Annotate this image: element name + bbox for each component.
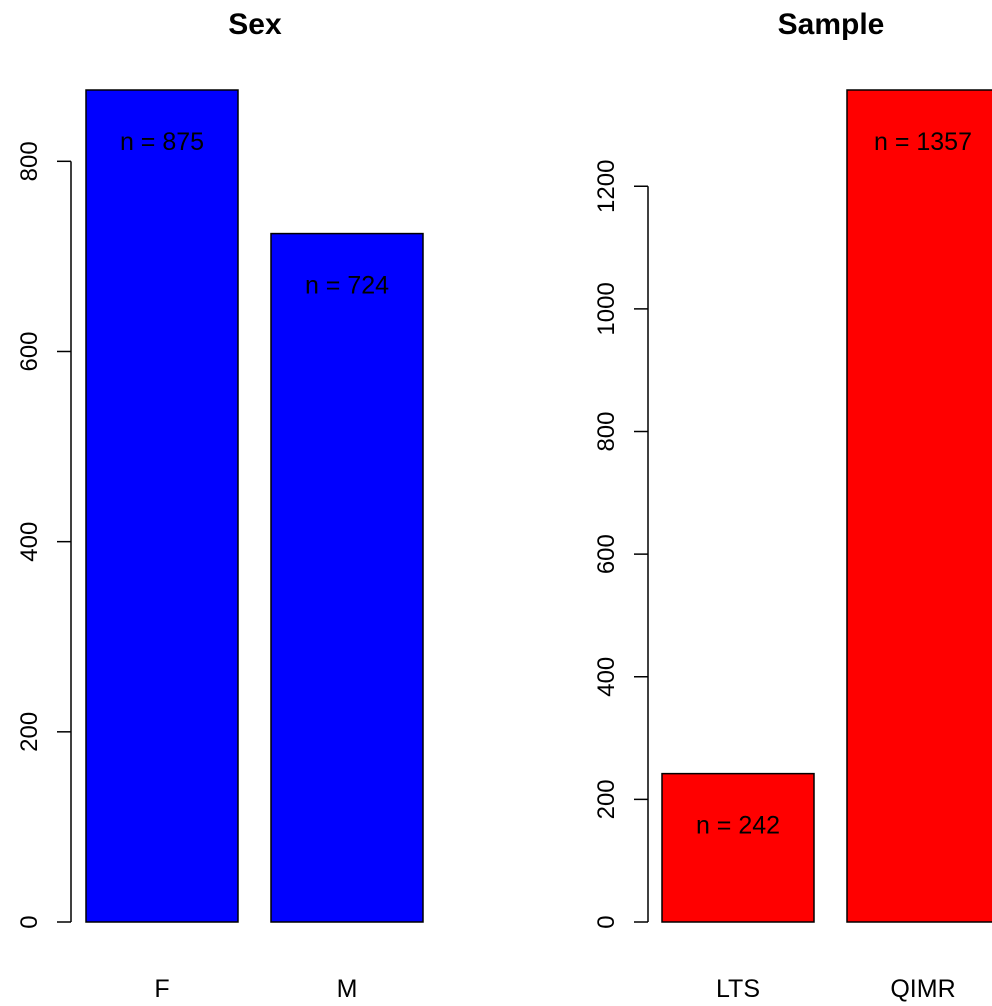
data-label: n = 242 <box>696 812 780 840</box>
category-label: LTS <box>716 975 760 1003</box>
y-tick-label: 400 <box>16 522 43 562</box>
y-tick-label: 1200 <box>593 160 620 213</box>
bar-f <box>85 89 239 923</box>
y-tick-label: 1000 <box>593 282 620 335</box>
y-tick-label: 200 <box>593 779 620 819</box>
y-tick-label: 800 <box>16 141 43 181</box>
y-tick-label: 800 <box>593 411 620 451</box>
bar-qimr <box>846 89 992 923</box>
sex-panel: Sex n = 875 Fn = 724 M 0 200 400 600 800 <box>16 8 424 1003</box>
y-tick-label: 600 <box>16 331 43 371</box>
data-label: n = 875 <box>120 128 204 156</box>
y-tick-label: 600 <box>593 534 620 574</box>
chart-title: Sample <box>778 8 885 41</box>
category-label: M <box>337 975 358 1003</box>
y-tick-label: 0 <box>593 915 620 928</box>
data-label: n = 724 <box>305 272 389 300</box>
data-label: n = 1357 <box>874 128 972 156</box>
chart-title: Sex <box>228 8 282 41</box>
y-tick-label: 400 <box>593 657 620 697</box>
y-tick-label: 0 <box>16 915 43 928</box>
y-tick-label: 200 <box>16 712 43 752</box>
sample-panel: Sample n = 242 LTS n = 1357 QIMR 0 200 400 600 80… <box>593 8 992 1003</box>
category-label: QIMR <box>890 975 955 1003</box>
category-label: F <box>154 975 169 1003</box>
bar-lts <box>661 772 815 923</box>
bar-m <box>270 232 424 923</box>
